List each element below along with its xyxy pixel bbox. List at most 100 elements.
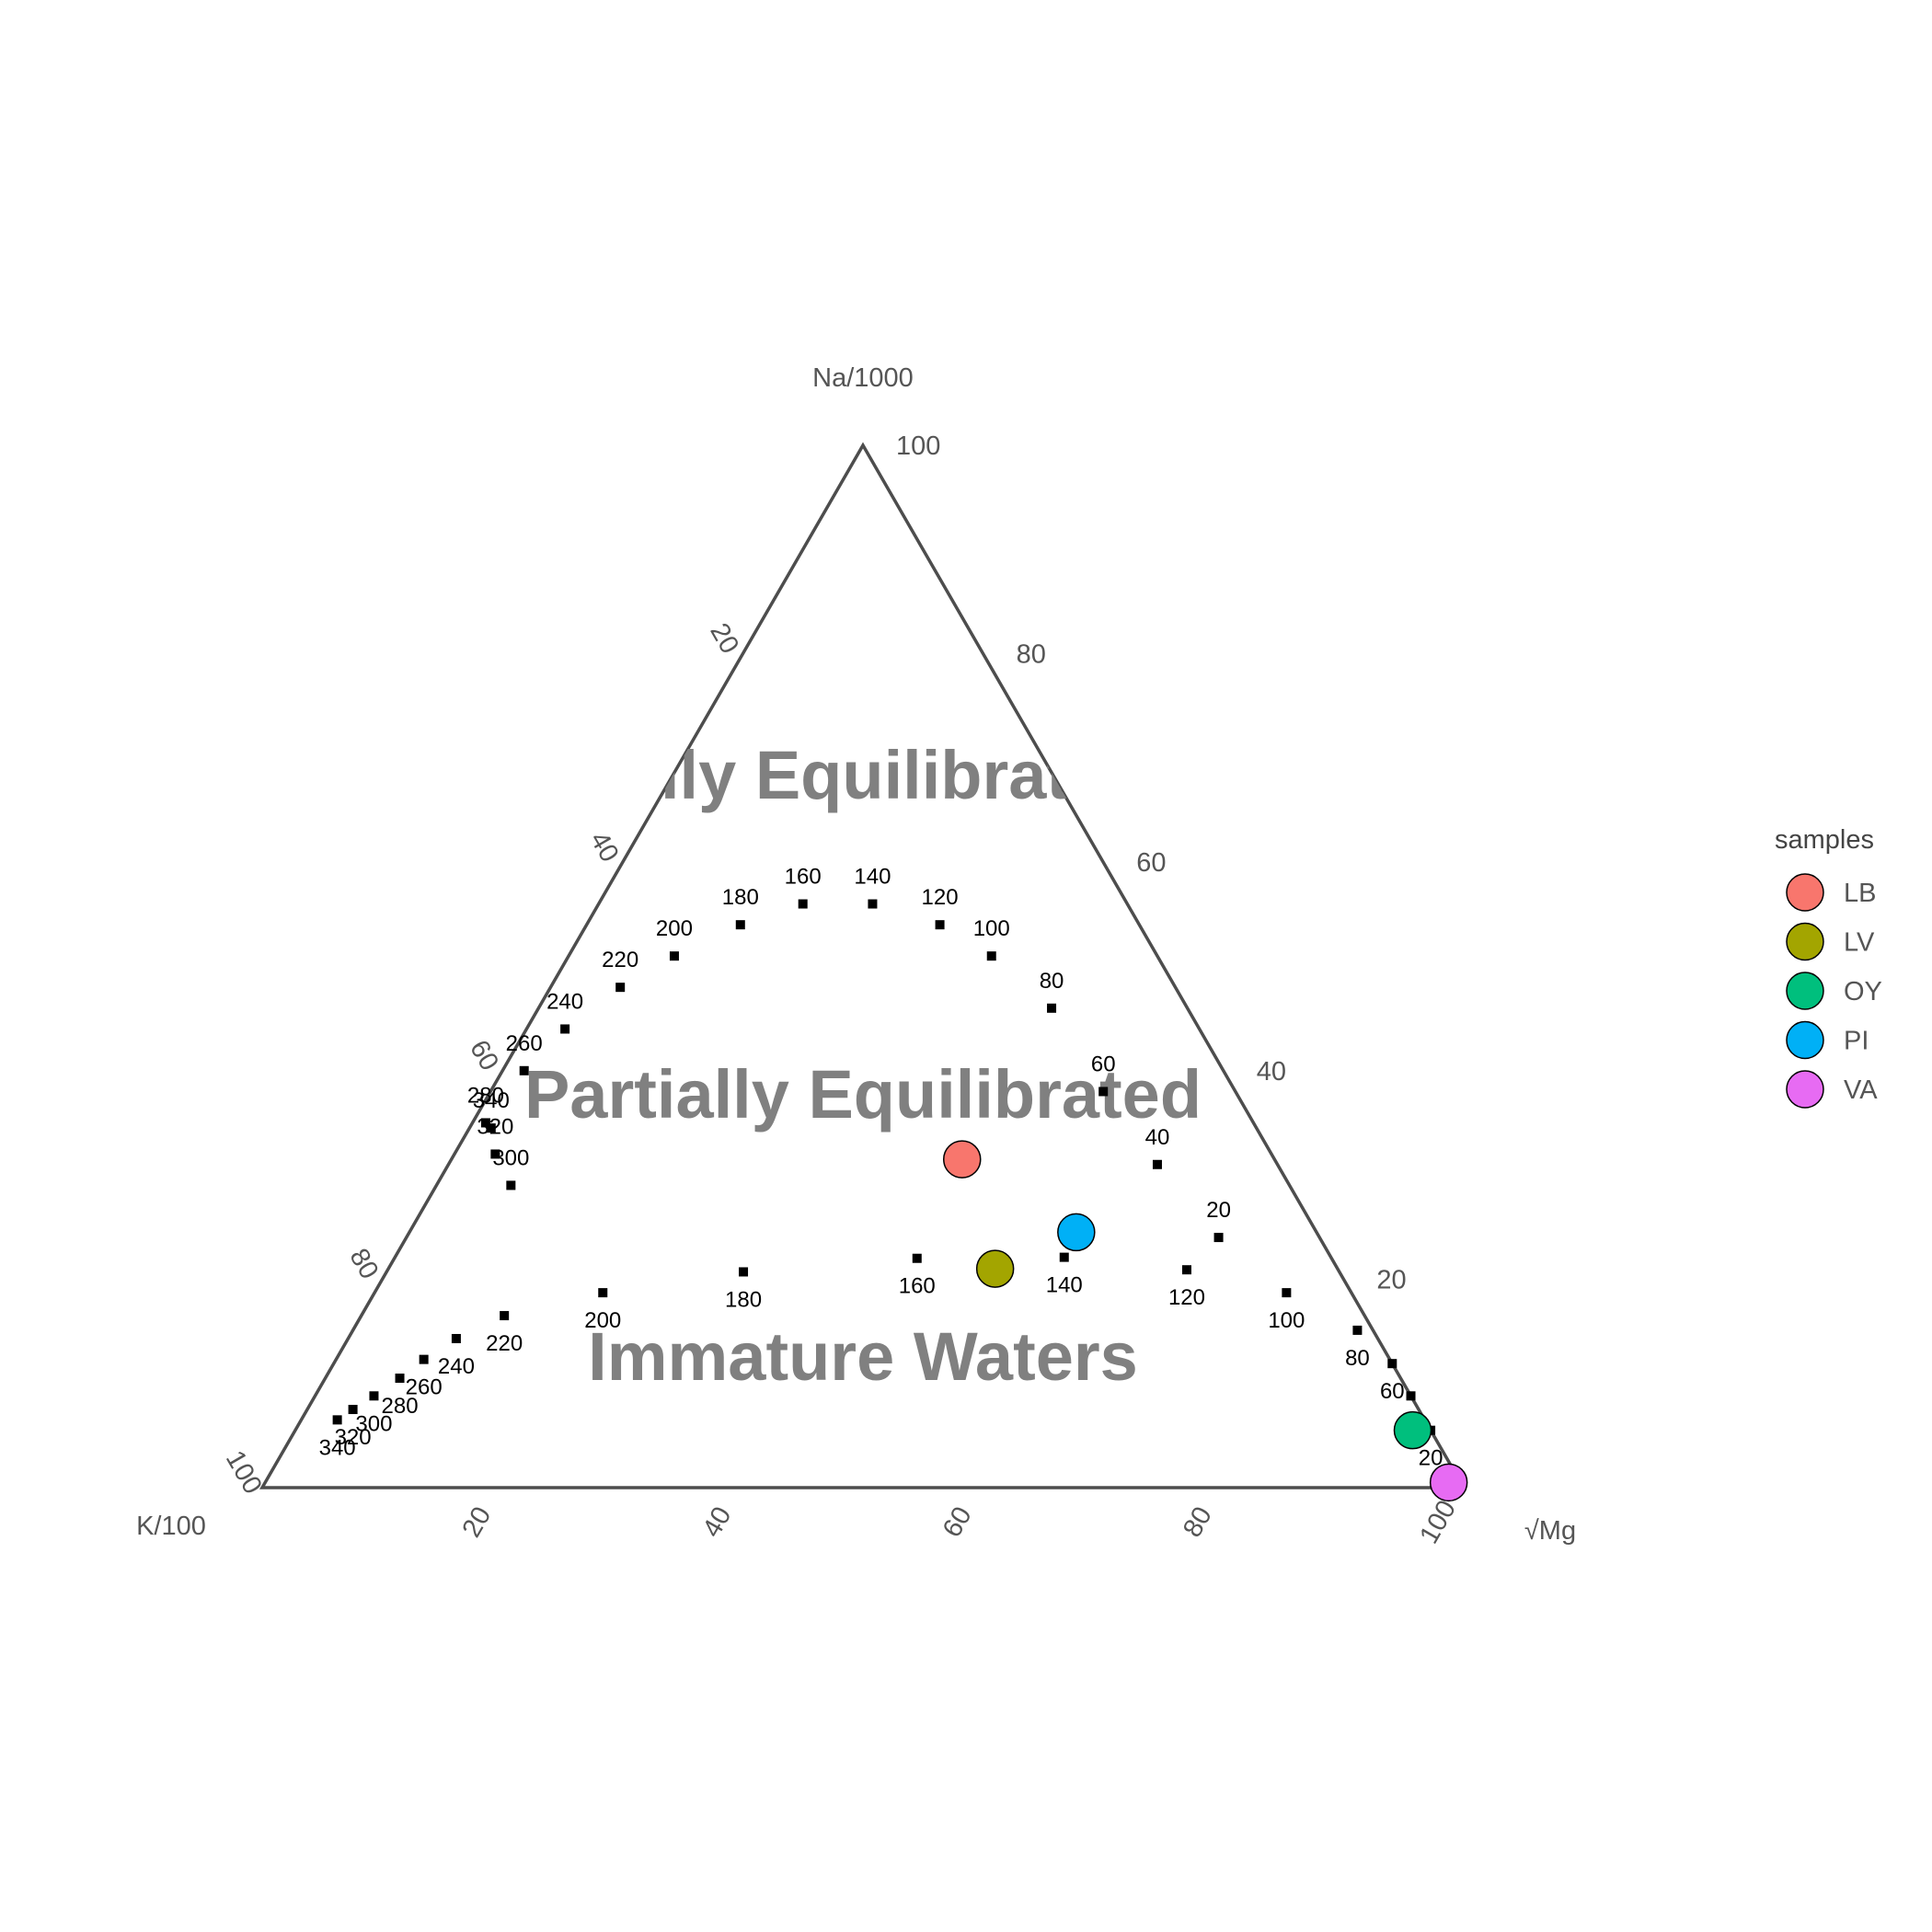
partial-equilibrium-marker xyxy=(912,1253,922,1263)
full-equilibrium-label: 220 xyxy=(602,948,638,972)
legend-key-lb xyxy=(1786,873,1824,912)
partial-equilibrium-label: 320 xyxy=(335,1425,372,1450)
full-equilibrium-marker xyxy=(506,1180,516,1190)
legend-key-oy xyxy=(1786,972,1824,1010)
tick-label-top: 60 xyxy=(1136,848,1166,878)
partial-equilibrium-marker xyxy=(739,1267,749,1277)
full-equilibrium-marker xyxy=(490,1149,500,1159)
tick-label-left: 20 xyxy=(704,618,744,659)
full-equilibrium-label: 340 xyxy=(473,1088,510,1113)
full-equilibrium-label: 40 xyxy=(1145,1125,1170,1150)
axis-title-right: √Mg xyxy=(1524,1516,1576,1546)
full-equilibrium-marker xyxy=(486,1123,496,1133)
full-equilibrium-marker xyxy=(868,899,878,909)
tick-label-bottom: 20 xyxy=(456,1502,497,1543)
partial-equilibrium-marker xyxy=(348,1405,358,1415)
partial-equilibrium-label: 120 xyxy=(1168,1285,1205,1310)
legend-label-pi: PI xyxy=(1844,1027,1869,1056)
legend-label-va: VA xyxy=(1844,1075,1878,1105)
tick-label-top: 20 xyxy=(1376,1265,1406,1294)
tick-label-left: 100 xyxy=(220,1446,268,1500)
tick-label-left: 80 xyxy=(343,1244,384,1284)
full-equilibrium-label: 140 xyxy=(854,865,891,890)
partial-equilibrium-label: 160 xyxy=(899,1274,936,1299)
tick-label-bottom: 100 xyxy=(1414,1496,1462,1549)
sample-point-oy xyxy=(1393,1410,1432,1450)
partial-equilibrium-marker xyxy=(369,1391,379,1401)
full-equilibrium-marker xyxy=(1213,1233,1224,1243)
tick-label-bottom: 60 xyxy=(937,1502,978,1543)
partial-equilibrium-label: 280 xyxy=(382,1394,419,1419)
full-equilibrium-label: 120 xyxy=(922,885,959,910)
legend: samples LB LV OY PI VA xyxy=(1775,825,1882,1109)
full-equilibrium-marker xyxy=(986,951,996,961)
axis-titles: Na/1000 K/100 √Mg xyxy=(136,363,1576,1546)
tick-label-left: 60 xyxy=(464,1035,504,1075)
legend-title: samples xyxy=(1775,825,1874,855)
full-equilibrium-marker xyxy=(669,951,679,961)
region-label-partially-equilibrated: Partially Equilibrated xyxy=(524,1056,1202,1133)
legend-key-lv xyxy=(1786,922,1824,961)
sample-point-pi xyxy=(1057,1213,1096,1252)
partial-equilibrium-label: 140 xyxy=(1046,1273,1083,1298)
legend-label-lv: LV xyxy=(1844,928,1875,958)
sample-point-lv xyxy=(975,1249,1015,1288)
axis-title-left: K/100 xyxy=(136,1512,206,1541)
legend-key-va xyxy=(1786,1070,1824,1109)
partial-equilibrium-label: 340 xyxy=(319,1435,356,1460)
axis-title-top: Na/1000 xyxy=(812,363,914,393)
partial-equilibrium-marker xyxy=(1282,1288,1292,1298)
partial-equilibrium-label: 200 xyxy=(584,1308,621,1333)
partial-equilibrium-marker xyxy=(419,1354,429,1364)
full-equilibrium-label: 300 xyxy=(492,1145,529,1170)
partial-equilibrium-label: 100 xyxy=(1268,1308,1305,1333)
sample-points xyxy=(942,1140,1468,1502)
legend-label-lb: LB xyxy=(1844,879,1876,908)
full-equilibrium-label: 20 xyxy=(1206,1198,1231,1223)
partial-equilibrium-label: 180 xyxy=(725,1287,762,1312)
full-equilibrium-label: 160 xyxy=(785,865,822,890)
partial-equilibrium-marker xyxy=(598,1288,608,1298)
legend-key-pi xyxy=(1786,1020,1824,1060)
sample-point-lb xyxy=(942,1140,982,1179)
full-equilibrium-marker xyxy=(935,920,945,930)
full-equilibrium-marker xyxy=(1098,1087,1109,1097)
partial-equilibrium-marker xyxy=(1352,1325,1363,1335)
tick-label-top: 100 xyxy=(896,431,940,461)
triangle-frame xyxy=(259,442,1467,1489)
partial-equilibrium-label: 80 xyxy=(1345,1346,1370,1371)
full-equilibrium-label: 60 xyxy=(1091,1052,1116,1076)
full-equilibrium-label: 80 xyxy=(1040,969,1064,994)
full-equilibrium-marker xyxy=(798,899,808,909)
region-label-fully-equilibrated: Fully Equilibrated xyxy=(578,737,1149,813)
full-equilibrium-marker xyxy=(735,920,745,930)
full-equilibrium-label: 240 xyxy=(546,989,583,1014)
partial-equilibrium-label: 240 xyxy=(438,1354,475,1379)
tick-label-bottom: 40 xyxy=(697,1502,738,1543)
sample-point-va xyxy=(1429,1463,1468,1502)
partial-equilibrium-marker xyxy=(332,1415,342,1425)
partial-equilibrium-marker xyxy=(451,1333,461,1343)
full-equilibrium-marker xyxy=(1047,1003,1057,1013)
tick-label-left: 40 xyxy=(584,827,625,868)
full-equilibrium-marker xyxy=(1152,1159,1162,1169)
full-equilibrium-label: 200 xyxy=(656,916,693,941)
full-equilibrium-marker xyxy=(480,1118,490,1128)
partial-equilibrium-marker xyxy=(1181,1265,1191,1275)
full-equilibrium-label: 180 xyxy=(722,885,759,910)
partial-equilibrium-marker xyxy=(1059,1252,1069,1262)
partial-equilibrium-marker xyxy=(500,1311,510,1321)
full-equilibrium-label: 100 xyxy=(973,916,1010,941)
partial-equilibrium-marker xyxy=(395,1374,405,1384)
tick-label-top: 40 xyxy=(1257,1057,1286,1087)
partial-equilibrium-marker xyxy=(1406,1391,1416,1401)
tick-label-bottom: 80 xyxy=(1178,1502,1218,1543)
full-equilibrium-marker xyxy=(519,1065,529,1075)
triangle-outline xyxy=(259,442,1467,1489)
full-equilibrium-marker xyxy=(615,983,626,993)
full-equilibrium-label: 280 xyxy=(467,1083,504,1108)
partial-equilibrium-label: 300 xyxy=(355,1411,392,1436)
region-label-immature-waters: Immature Waters xyxy=(588,1318,1138,1395)
tick-label-top: 80 xyxy=(1017,640,1046,670)
